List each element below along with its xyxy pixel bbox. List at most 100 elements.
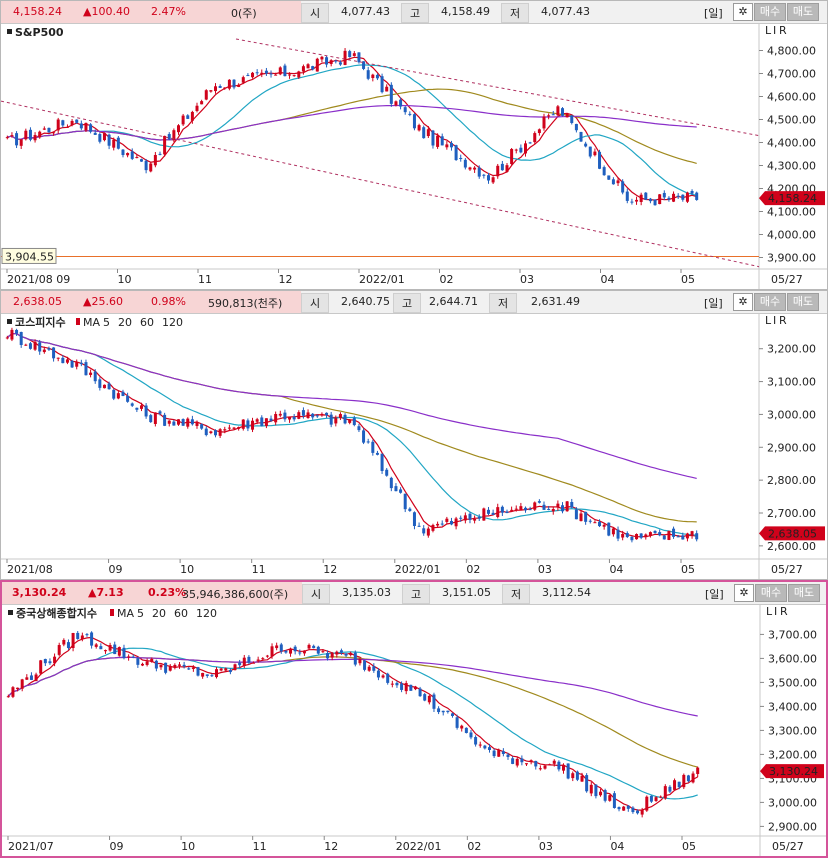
candle-body: [99, 646, 103, 650]
candle-body: [454, 145, 458, 161]
candle-body: [690, 190, 694, 194]
candle-body: [611, 528, 615, 535]
candle-body: [330, 652, 334, 658]
candle-body: [311, 413, 315, 418]
candle-body: [116, 393, 120, 399]
current-price-tag: [759, 191, 825, 206]
candle-body: [352, 53, 356, 56]
candle-body: [190, 419, 194, 425]
candle-body: [431, 524, 435, 531]
candle-body: [537, 501, 541, 503]
candle-body: [315, 58, 319, 72]
candle-body: [514, 508, 518, 510]
y-tick-label: 2,600.00: [767, 540, 816, 553]
y-tick-label: 4,700.00: [767, 68, 816, 81]
sell-button[interactable]: 매도: [787, 293, 819, 311]
candle-body: [496, 165, 500, 177]
ma60-line: [7, 88, 697, 164]
candle-body: [422, 528, 426, 534]
candle-body: [366, 441, 370, 443]
candle-body: [635, 534, 639, 540]
candle-body: [639, 533, 643, 538]
candle-body: [668, 786, 672, 792]
settings-gear-icon[interactable]: ✲: [734, 584, 754, 602]
scale-l-icon: L: [766, 605, 773, 618]
candle-body: [348, 419, 352, 423]
candle-body: [247, 656, 251, 663]
candle-body: [107, 383, 111, 390]
candle-body: [325, 412, 329, 416]
y-tick-label: 3,000.00: [768, 796, 817, 809]
candle-body: [566, 763, 570, 779]
period-selector[interactable]: [일]: [704, 7, 723, 20]
y-tick-label: 2,800.00: [767, 474, 816, 487]
candle-body: [47, 348, 51, 350]
candle-body: [449, 520, 453, 525]
y-tick-label: 2,700.00: [767, 507, 816, 520]
candle-body: [667, 197, 671, 200]
candle-body: [302, 650, 306, 654]
candle-body: [570, 501, 574, 508]
candle-body: [237, 84, 241, 87]
settings-gear-icon[interactable]: ✲: [733, 293, 753, 311]
sell-button[interactable]: 매도: [787, 3, 819, 21]
date-label: 05: [681, 273, 695, 286]
scale-l-icon: L: [765, 314, 772, 327]
open-label: 시: [302, 584, 331, 604]
candle-body: [237, 427, 241, 429]
candle-body: [463, 515, 467, 521]
candle-body: [524, 507, 527, 511]
candle-body: [408, 508, 412, 511]
period-selector[interactable]: [일]: [704, 297, 723, 310]
buy-button[interactable]: 매수: [754, 3, 786, 21]
candle-body: [76, 632, 80, 639]
candle-body: [413, 686, 417, 690]
candle-body: [529, 760, 533, 762]
candle-body: [241, 77, 245, 83]
candle-body: [542, 116, 546, 129]
candle-body: [306, 64, 310, 69]
candle-body: [218, 429, 222, 436]
ma-legend-item-20: 20: [152, 607, 166, 620]
candle-body: [385, 86, 389, 92]
candle-body: [426, 129, 430, 137]
candle-body: [65, 359, 69, 363]
candle-body: [241, 419, 245, 429]
chart-title: 중국상해종합지수: [16, 606, 97, 620]
candle-body: [579, 131, 583, 142]
candle-body: [408, 113, 412, 115]
candle-body: [70, 120, 74, 126]
candle-body: [561, 505, 565, 512]
settings-gear-icon[interactable]: ✲: [733, 3, 753, 21]
candle-body: [288, 417, 292, 420]
candle-body: [264, 70, 268, 74]
candle-body: [178, 664, 181, 666]
candle-body: [260, 72, 264, 75]
candle-body: [352, 418, 356, 426]
last-date-label: 05/27: [771, 563, 803, 576]
candle-body: [288, 74, 292, 76]
candle-body: [510, 509, 514, 511]
period-selector[interactable]: [일]: [705, 588, 724, 601]
candle-body: [686, 775, 690, 782]
candle-body: [676, 536, 680, 538]
sp500-panel: 4,158.24 ▲100.40 2.47% 0(주) 시 4,077.43 고…: [0, 0, 828, 290]
candle-body: [603, 790, 607, 801]
candle-body: [375, 74, 379, 79]
candle-body: [585, 775, 589, 792]
buy-button[interactable]: 매수: [754, 293, 786, 311]
candle-body: [215, 669, 219, 678]
candle-body: [658, 194, 662, 205]
buy-button[interactable]: 매수: [755, 584, 787, 602]
candle-body: [432, 694, 436, 709]
candle-body: [84, 122, 88, 131]
candle-body: [289, 648, 293, 654]
low-label: 저: [489, 293, 518, 313]
candle-body: [292, 75, 296, 77]
candle-body: [38, 342, 42, 352]
candle-body: [274, 74, 278, 76]
sell-button[interactable]: 매도: [788, 584, 820, 602]
channel-upper-line: [235, 38, 760, 137]
candle-body: [135, 407, 139, 410]
candle-body: [468, 167, 472, 170]
